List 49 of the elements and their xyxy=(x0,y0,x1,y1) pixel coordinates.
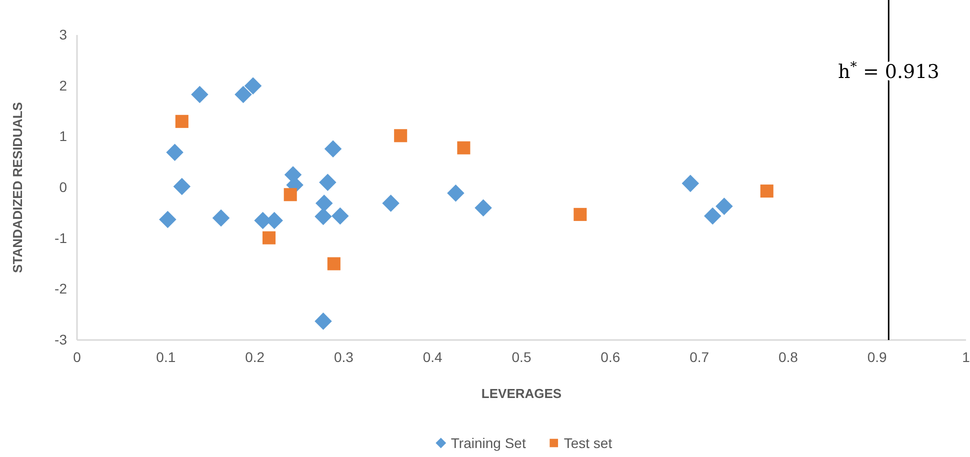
point xyxy=(394,129,408,142)
point xyxy=(574,208,587,221)
x-tick-label: 0.1 xyxy=(156,348,176,365)
point xyxy=(324,140,342,158)
point xyxy=(682,174,700,192)
point xyxy=(319,174,336,192)
x-tick-label: 0.4 xyxy=(422,348,443,365)
y-axis-title: STANDADIZED RESIDUALS xyxy=(10,102,25,273)
y-tick-label: 3 xyxy=(59,26,68,42)
legend-label: Test set xyxy=(564,435,612,451)
x-tick-label: 0 xyxy=(73,348,82,365)
x-tick-label: 0.9 xyxy=(867,348,888,365)
x-tick-label: 0.5 xyxy=(512,348,532,365)
point xyxy=(760,184,774,198)
point xyxy=(327,257,340,270)
x-axis-title: LEVERAGES xyxy=(481,386,562,401)
point xyxy=(262,231,276,244)
point xyxy=(332,207,349,225)
y-tick-label: 0 xyxy=(59,178,68,195)
point xyxy=(159,210,176,228)
point xyxy=(447,184,464,202)
y-tick-label: -1 xyxy=(54,230,68,246)
point xyxy=(314,312,332,330)
point xyxy=(175,114,188,128)
x-tick-label: 0.3 xyxy=(334,348,354,365)
legend-label: Training Set xyxy=(450,435,526,451)
point xyxy=(316,194,333,212)
point xyxy=(382,194,400,212)
x-tick-label: 0.2 xyxy=(245,348,265,365)
point xyxy=(234,86,252,104)
point xyxy=(716,198,733,215)
point xyxy=(314,208,332,226)
point xyxy=(474,199,492,216)
point xyxy=(166,144,184,162)
point xyxy=(244,77,262,94)
x-tick-label: 0.8 xyxy=(778,348,798,365)
y-tick-label: -2 xyxy=(54,280,68,297)
point xyxy=(191,86,208,104)
point xyxy=(704,207,722,225)
point xyxy=(457,141,470,154)
x-tick-label: 1 xyxy=(962,348,970,365)
point xyxy=(284,188,297,202)
x-tick-label: 0.6 xyxy=(600,348,620,365)
y-tick-label: 1 xyxy=(59,128,68,144)
point xyxy=(212,209,230,227)
y-tick-label: 2 xyxy=(59,77,68,94)
point xyxy=(173,178,191,196)
x-tick-label: 0.7 xyxy=(690,348,710,365)
y-tick-label: -3 xyxy=(54,331,68,348)
